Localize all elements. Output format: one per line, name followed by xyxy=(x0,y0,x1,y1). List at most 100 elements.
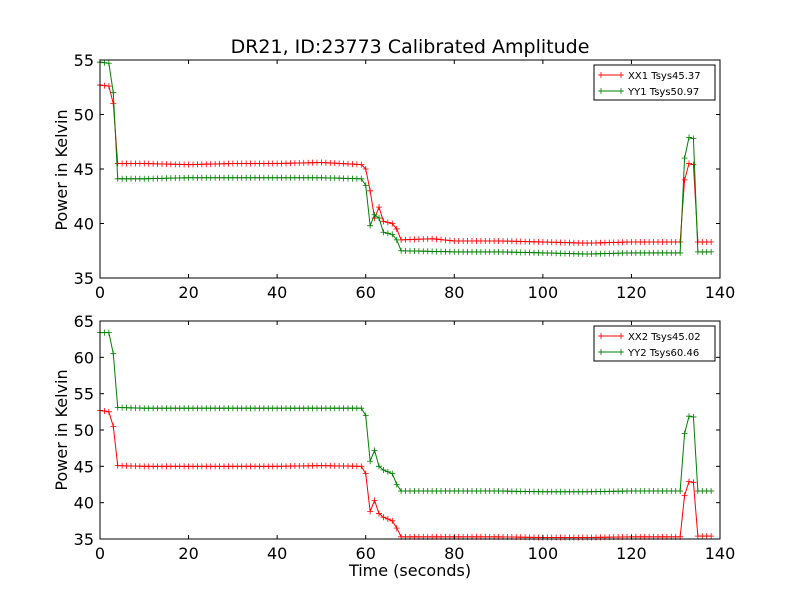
series-point xyxy=(376,215,382,222)
series-point xyxy=(371,497,378,504)
y-tick-label: 40 xyxy=(74,215,94,234)
top-series-1 xyxy=(97,82,715,247)
series-point xyxy=(380,229,387,236)
x-tick-label: 120 xyxy=(616,283,647,302)
series-point xyxy=(681,176,688,183)
series-point xyxy=(438,236,444,243)
series-point xyxy=(367,508,374,515)
x-axis-label: Time (seconds) xyxy=(348,561,471,580)
series-point xyxy=(371,211,378,218)
series-point xyxy=(110,89,117,96)
series-point xyxy=(384,230,391,237)
series-point xyxy=(362,412,369,419)
x-tick-label: 0 xyxy=(95,544,105,563)
y-tick-label: 35 xyxy=(74,269,94,288)
series-point xyxy=(677,488,684,495)
y-tick-label: 45 xyxy=(74,457,94,476)
series-point xyxy=(384,516,391,523)
top-y-axis-label: Power in Kelvin xyxy=(52,109,71,230)
series-point xyxy=(376,510,382,517)
legend-marker xyxy=(598,349,604,355)
series-point xyxy=(101,82,108,89)
legend-marker xyxy=(618,72,624,78)
y-tick-label: 55 xyxy=(74,51,94,70)
series-point xyxy=(384,468,391,475)
series-point xyxy=(358,161,365,168)
legend-marker xyxy=(618,349,624,355)
y-tick-label: 65 xyxy=(74,312,94,331)
series-point xyxy=(690,413,697,420)
series-point xyxy=(367,187,374,194)
y-tick-label: 45 xyxy=(74,160,94,179)
legend-marker xyxy=(598,333,604,339)
series-point xyxy=(101,408,108,415)
x-tick-label: 100 xyxy=(528,544,559,563)
x-tick-label: 60 xyxy=(356,544,376,563)
series-point xyxy=(708,239,715,246)
series-point xyxy=(389,517,396,524)
series-point xyxy=(433,236,440,243)
series-point xyxy=(686,134,692,141)
series-point xyxy=(367,222,374,229)
x-tick-label: 140 xyxy=(705,544,736,563)
series-point xyxy=(681,430,688,437)
series-point xyxy=(690,479,697,486)
series-point xyxy=(105,83,112,90)
bottom-plot: 0 20 40 60 80 100 120 140 35 40 45 50 55 60 65 XX2 Tsys… xyxy=(74,312,736,563)
top-legend: XX1 Tsys45.37 YY1 Tsys50.97 xyxy=(593,64,716,101)
series-point xyxy=(376,204,382,211)
chart-title: DR21, ID:23773 Calibrated Amplitude xyxy=(231,36,590,58)
series-point xyxy=(690,161,697,168)
y-tick-label: 55 xyxy=(74,385,94,404)
x-tick-label: 60 xyxy=(356,283,376,302)
x-tick-label: 80 xyxy=(444,544,464,563)
series-point xyxy=(708,248,715,255)
y-tick-label: 35 xyxy=(74,530,94,549)
series-point xyxy=(371,447,378,454)
series-point xyxy=(677,249,684,256)
series-point xyxy=(358,175,365,182)
x-tick-label: 120 xyxy=(616,544,647,563)
series-point xyxy=(389,220,396,227)
top-series-2 xyxy=(97,59,715,258)
series-point xyxy=(686,413,692,420)
series-point xyxy=(110,423,117,430)
series-point xyxy=(389,231,396,238)
series-point xyxy=(442,237,449,244)
series-point xyxy=(429,235,436,242)
series-point xyxy=(110,350,117,357)
x-tick-label: 40 xyxy=(267,544,287,563)
y-tick-label: 60 xyxy=(74,348,94,367)
series-point xyxy=(362,182,369,189)
legend-marker xyxy=(598,72,604,78)
x-tick-label: 0 xyxy=(95,283,105,302)
legend-label: YY1 Tsys50.97 xyxy=(627,87,699,98)
series-point xyxy=(384,219,391,226)
legend-box xyxy=(593,325,716,362)
series-point xyxy=(362,166,369,172)
series-point xyxy=(681,492,688,499)
x-tick-label: 20 xyxy=(178,544,198,563)
series-point xyxy=(686,478,692,485)
legend-label: XX2 Tsys45.02 xyxy=(628,332,701,343)
legend-label: YY2 Tsys60.46 xyxy=(627,348,699,359)
series-point xyxy=(358,463,365,470)
series-point xyxy=(708,488,715,495)
series-point xyxy=(367,458,374,465)
bottom-y-axis-label: Power in Kelvin xyxy=(52,369,71,490)
x-tick-label: 100 xyxy=(528,283,559,302)
legend-label: XX1 Tsys45.37 xyxy=(628,71,701,82)
top-plot: 0 20 40 60 80 100 120 140 35 40 45 50 55 XX1 Tsys45.3… xyxy=(74,51,736,302)
series-point xyxy=(393,525,400,532)
series-point xyxy=(393,236,400,243)
series-point xyxy=(105,329,112,336)
series-point xyxy=(389,470,396,477)
legend-marker xyxy=(618,333,624,339)
y-tick-label: 50 xyxy=(74,106,94,125)
y-tick-label: 50 xyxy=(74,421,94,440)
x-tick-label: 80 xyxy=(444,283,464,302)
series-point xyxy=(446,237,453,244)
series-point xyxy=(380,218,387,225)
series-point xyxy=(376,463,382,470)
